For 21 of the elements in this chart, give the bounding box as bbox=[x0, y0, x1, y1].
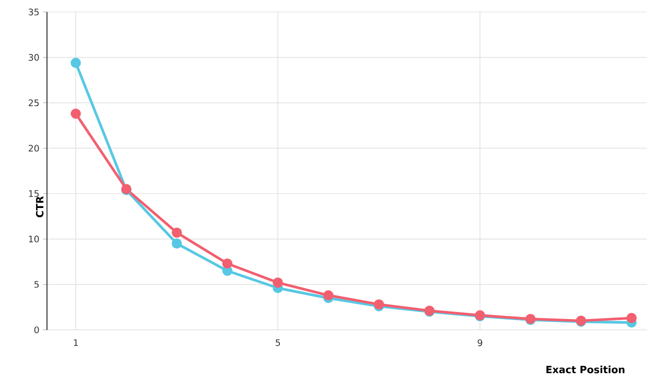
x-tick-label: 9 bbox=[478, 339, 482, 346]
y-tick-label: 30 bbox=[28, 54, 39, 61]
point bbox=[323, 290, 334, 301]
point bbox=[70, 108, 81, 119]
y-axis-title: CTR bbox=[36, 196, 44, 218]
y-tick-label: 35 bbox=[28, 8, 39, 16]
point bbox=[70, 58, 81, 68]
point bbox=[172, 228, 182, 238]
x-axis-title: Exact Position bbox=[546, 366, 624, 374]
point bbox=[222, 258, 232, 269]
x-tick-label: 5 bbox=[276, 339, 280, 346]
y-tick-label: 25 bbox=[28, 100, 39, 106]
x-tick-label: 1 bbox=[74, 339, 78, 346]
point bbox=[272, 278, 283, 288]
y-tick-label: 0 bbox=[34, 326, 39, 334]
y-tick-label: 5 bbox=[34, 281, 39, 288]
y-tick-label: 15 bbox=[29, 190, 39, 198]
point bbox=[626, 313, 637, 324]
y-tick-label: 10 bbox=[29, 236, 39, 243]
y-tick-label: 20 bbox=[28, 144, 39, 152]
point bbox=[172, 238, 182, 249]
